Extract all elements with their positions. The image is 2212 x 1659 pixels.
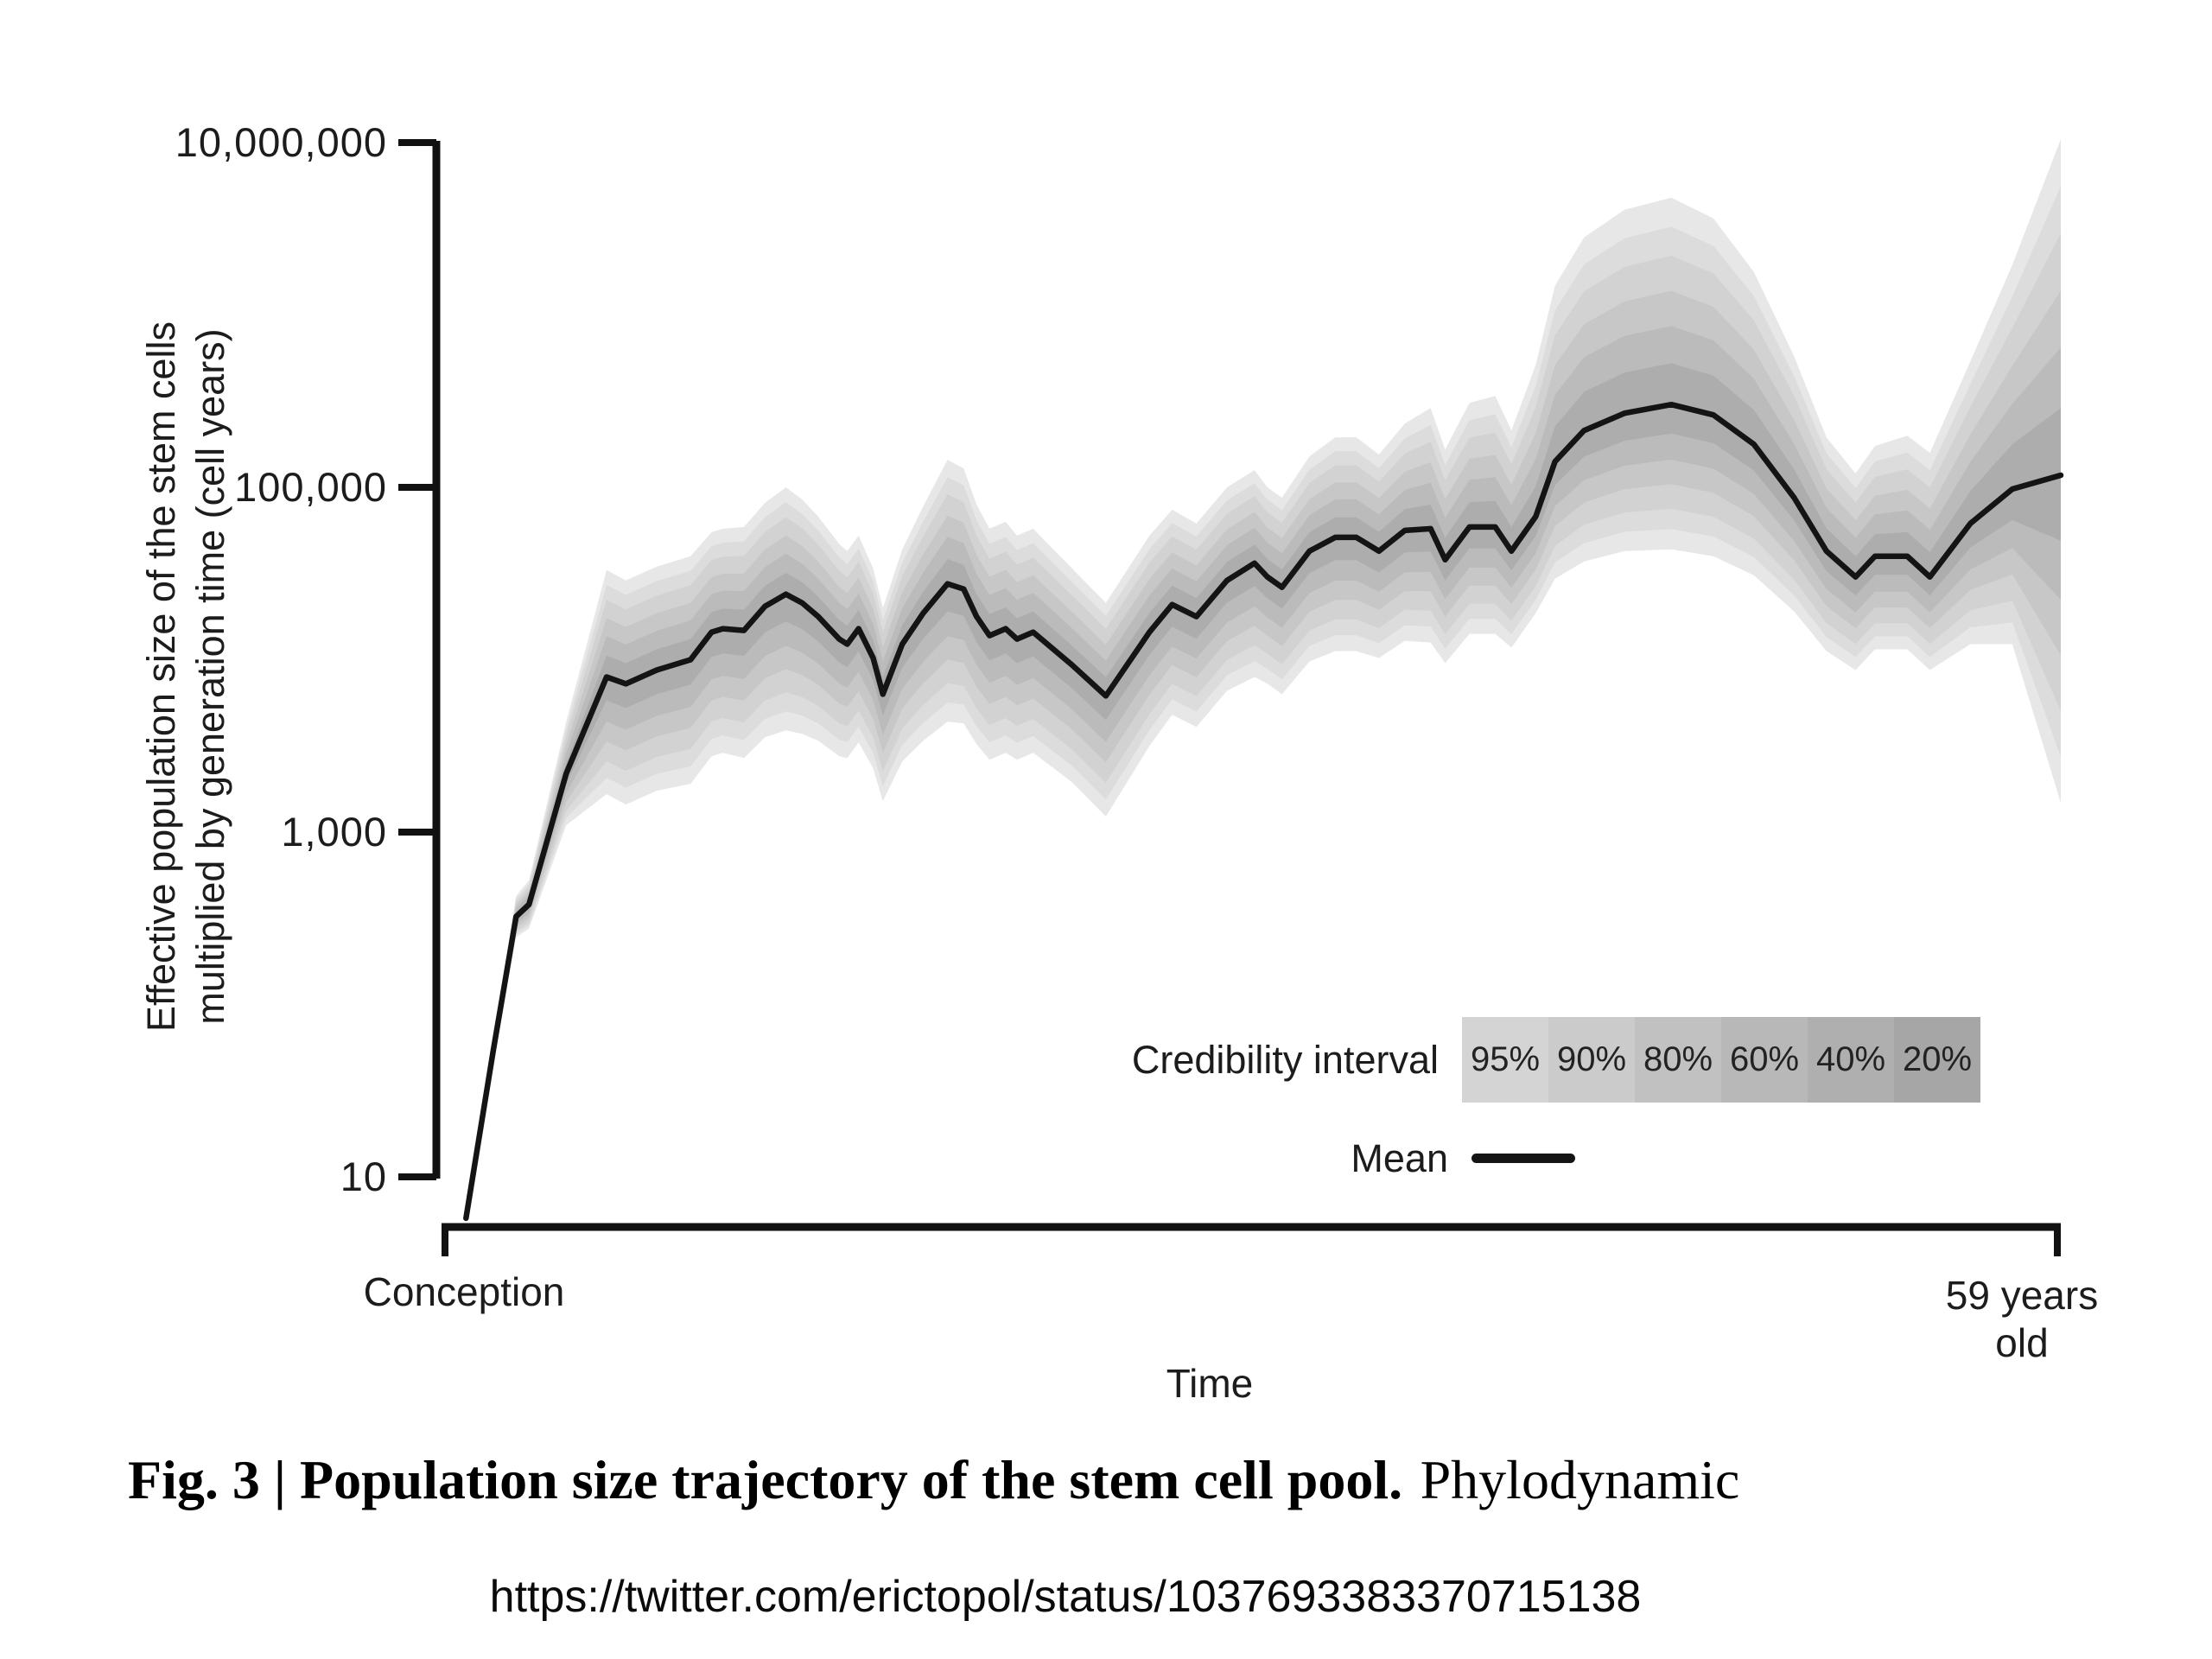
mean-line	[463, 401, 2064, 1222]
y-axis-title-line2: multiplied by generation time (cell year…	[188, 328, 232, 1025]
caption-bold-text: Fig. 3 | Population size trajectory of t…	[128, 1449, 1403, 1510]
legend-swatch-40: 40%	[1808, 1017, 1894, 1103]
figure-caption: Fig. 3 | Population size trajectory of t…	[128, 1448, 2184, 1512]
legend-mean-line-swatch	[1471, 1154, 1575, 1163]
y-axis-title-line1: Effective population size of the stem ce…	[139, 321, 183, 1033]
x-axis-title: Time	[1166, 1361, 1254, 1406]
legend-swatch-20: 20%	[1894, 1017, 1980, 1103]
legend-swatch-95: 95%	[1462, 1017, 1548, 1103]
y-tick-label-1000: 1,000	[281, 809, 387, 855]
x-tick-label-59-years: 59 years	[1945, 1273, 2099, 1318]
y-tick-label-100000: 100,000	[234, 464, 387, 510]
legend-swatch-60: 60%	[1721, 1017, 1808, 1103]
legend-swatch-80: 80%	[1635, 1017, 1721, 1103]
legend-swatch-row: 95% 90% 80% 60% 40% 20%	[1462, 1017, 1980, 1103]
y-tick-label-10: 10	[340, 1154, 387, 1199]
y-tick-label-10000000: 10,000,000	[175, 119, 387, 165]
caption-regular-text: Phylodynamic	[1420, 1449, 1740, 1510]
x-tick-label-59-years-old: 59 years old	[1892, 1272, 2152, 1367]
source-url-text: https://twitter.com/erictopol/status/103…	[489, 1572, 1642, 1622]
y-axis-title: Effective population size of the stem ce…	[137, 245, 235, 1109]
legend-credibility-interval-label: Credibility interval	[1131, 1038, 1439, 1082]
x-tick-label-old: old	[1995, 1320, 2049, 1365]
legend-mean-label: Mean	[1351, 1136, 1448, 1180]
legend-swatch-90: 90%	[1548, 1017, 1635, 1103]
x-tick-label-conception: Conception	[363, 1269, 565, 1314]
